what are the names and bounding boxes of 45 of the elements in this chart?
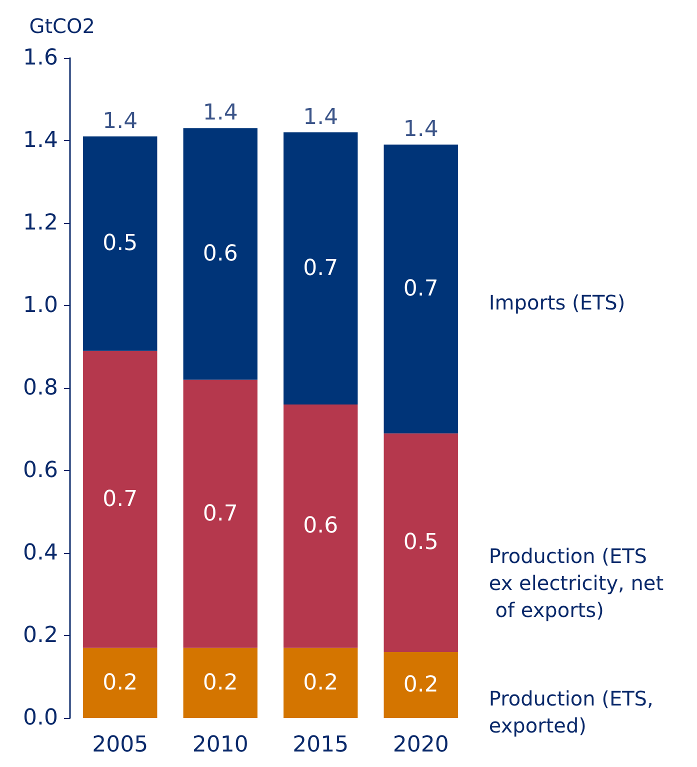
- y-tick-label: 1.2: [23, 210, 58, 236]
- bar: [183, 128, 258, 380]
- data-label: 0.5: [102, 231, 138, 256]
- bar: [183, 648, 258, 718]
- bar: [284, 648, 358, 718]
- y-tick-label: 0.8: [23, 376, 58, 400]
- total-label: 1.4: [403, 117, 438, 142]
- total-label: 1.4: [303, 104, 338, 130]
- series-label: Production (ETS ex electricity, net of exports): [488, 544, 664, 622]
- data-label: 0.5: [403, 530, 438, 556]
- series-label: Imports (ETS): [488, 290, 626, 314]
- x-tick-label: 2010: [192, 732, 248, 758]
- y-tick-label: 1.4: [23, 128, 58, 153]
- bar: [83, 350, 158, 648]
- y-tick-label: 0.0: [23, 706, 58, 730]
- data-label: 0.7: [303, 256, 338, 281]
- y-tick-label: 0.2: [23, 623, 58, 648]
- y-tick-label: 0.6: [23, 458, 58, 483]
- y-tick-label: 1.6: [23, 46, 58, 70]
- bar: [384, 144, 458, 434]
- total-label: 1.4: [202, 100, 238, 126]
- data-label: 0.2: [303, 670, 338, 696]
- data-label: 0.2: [202, 670, 238, 696]
- bar: [384, 652, 458, 718]
- x-tick-label: 2005: [92, 732, 148, 758]
- y-tick-label: 0.4: [23, 540, 58, 566]
- bar: [284, 132, 358, 404]
- y-tick-label: 1.0: [23, 293, 58, 318]
- bar: [83, 648, 158, 718]
- y-axis-title: GtCO2: [29, 14, 95, 38]
- data-label: 0.2: [403, 672, 438, 698]
- bar: [183, 380, 258, 648]
- bar: [384, 433, 458, 652]
- data-label: 0.7: [403, 276, 438, 302]
- series-label: Production (ETS, exported): [488, 686, 660, 738]
- data-label: 0.2: [102, 670, 138, 696]
- total-label: 1.4: [102, 108, 138, 134]
- data-label: 0.6: [303, 514, 338, 539]
- x-tick-label: 2020: [392, 732, 449, 758]
- bar: [284, 404, 358, 648]
- x-tick-label: 2015: [292, 732, 349, 758]
- data-label: 0.6: [202, 241, 238, 266]
- data-label: 0.7: [202, 501, 238, 526]
- bar: [83, 136, 158, 351]
- data-label: 0.7: [102, 486, 138, 512]
